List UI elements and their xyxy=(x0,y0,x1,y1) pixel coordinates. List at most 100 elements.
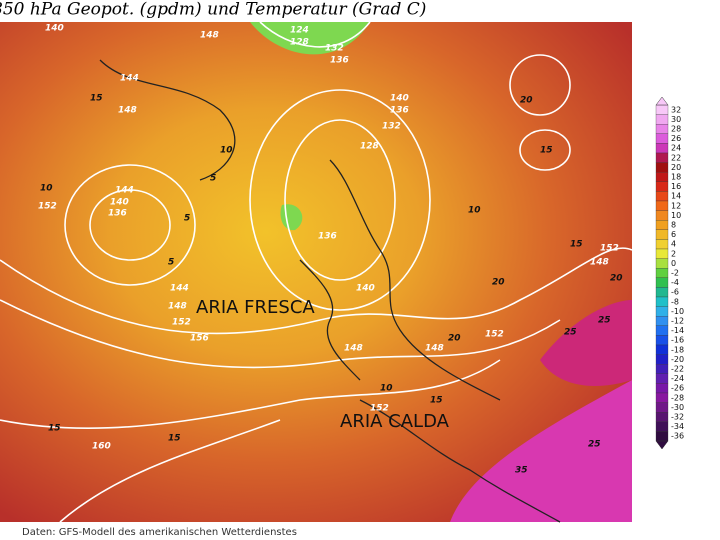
map-title: 850 hPa Geopot. (gpdm) und Temperatur (G… xyxy=(0,0,426,20)
colorbar-label: 20 xyxy=(671,163,681,172)
contour-label: 25 xyxy=(588,440,601,450)
colorbar-swatch xyxy=(655,316,669,326)
colorbar-swatch xyxy=(655,287,669,298)
colorbar-label: 2 xyxy=(671,249,676,258)
colorbar-swatch xyxy=(655,114,669,125)
colorbar-swatch xyxy=(655,402,669,413)
source-note: Daten: GFS-Modell des amerikanischen Wet… xyxy=(22,527,297,538)
contour-label: 15 xyxy=(540,146,553,156)
contour-label: 5 xyxy=(210,174,216,184)
contour-label: 15 xyxy=(430,396,443,406)
contour-label: 140 xyxy=(356,284,375,294)
colorbar-swatch xyxy=(655,421,669,432)
contour-label: 136 xyxy=(330,56,349,66)
colorbar-label: -6 xyxy=(671,288,679,297)
contour-label: 160 xyxy=(92,442,111,452)
colorbar-label: 22 xyxy=(671,153,681,162)
contour-label: 140 xyxy=(390,94,409,104)
colorbar-swatch xyxy=(655,143,669,154)
contour-label: 15 xyxy=(48,424,61,434)
colorbar-label: 28 xyxy=(671,125,681,134)
cold-area xyxy=(250,22,370,55)
colorbar-swatch xyxy=(655,220,669,230)
contour-label: 140 xyxy=(110,198,129,208)
contour-label: 148 xyxy=(344,344,363,354)
contour-label: 152 xyxy=(600,244,619,254)
contour-label: 15 xyxy=(90,94,103,104)
colorbar-label: 10 xyxy=(671,211,681,220)
contour-label: 140 xyxy=(45,24,64,34)
colorbar-swatch xyxy=(655,364,669,374)
colorbar-swatch xyxy=(655,152,669,163)
colorbar-swatch xyxy=(655,248,669,259)
contour-label: 152 xyxy=(38,202,57,212)
contour-label: 25 xyxy=(598,316,611,326)
colorbar-swatch xyxy=(655,354,669,365)
contour-label: 152 xyxy=(370,404,389,414)
isohypses xyxy=(0,21,633,523)
contour-label: 15 xyxy=(570,240,583,250)
contour-label: 152 xyxy=(172,318,191,328)
contour-label: 156 xyxy=(190,334,209,344)
colorbar-swatch xyxy=(655,162,669,173)
colorbar-swatch xyxy=(655,210,669,221)
contour-label: 148 xyxy=(168,302,187,312)
contour-label: 20 xyxy=(520,96,533,106)
colorbar-swatch xyxy=(655,191,669,202)
colorbar-label: 8 xyxy=(671,221,676,230)
colorbar-label: 30 xyxy=(671,115,681,124)
colorbar-swatch xyxy=(655,239,669,250)
contour-label: 5 xyxy=(168,258,174,268)
colorbar-label: 32 xyxy=(671,105,681,114)
colorbar-label: 6 xyxy=(671,230,676,239)
colorbar-swatch xyxy=(655,277,669,288)
colorbar-swatch xyxy=(655,306,669,317)
colorbar-swatch xyxy=(655,229,669,240)
contour-label: 20 xyxy=(492,278,505,288)
colorbar-label: -36 xyxy=(671,432,684,441)
colorbar-swatch xyxy=(655,104,669,115)
colorbar-label: -28 xyxy=(671,393,684,402)
contour-label: 136 xyxy=(318,232,337,242)
colorbar-label: -20 xyxy=(671,355,684,364)
colorbar-label: -18 xyxy=(671,345,684,354)
colorbar-swatch xyxy=(655,296,669,307)
contour-label: 144 xyxy=(120,74,139,84)
contour-label: 5 xyxy=(184,214,190,224)
colorbar-label: -16 xyxy=(671,336,684,345)
contour-label: 144 xyxy=(115,186,134,196)
colorbar-swatch xyxy=(655,268,669,278)
colorbar-label: -8 xyxy=(671,297,679,306)
colorbar-label: 14 xyxy=(671,192,681,201)
contour-label: 10 xyxy=(40,184,53,194)
contour-label: 10 xyxy=(468,206,481,216)
contour-label: 25 xyxy=(564,328,577,338)
colorbar-swatch xyxy=(655,373,669,384)
colorbar-label: 18 xyxy=(671,173,681,182)
colorbar-label: -24 xyxy=(671,374,684,383)
colorbar-swatch xyxy=(655,383,669,394)
colorbar-swatch xyxy=(655,258,669,269)
colorbar-label: -22 xyxy=(671,365,684,374)
colorbar-swatch xyxy=(655,124,669,134)
contour-label: 128 xyxy=(360,142,379,152)
colorbar-swatch xyxy=(655,392,669,403)
contour-label: 136 xyxy=(390,106,409,116)
coastlines xyxy=(99,59,561,523)
colorbar-label: -10 xyxy=(671,307,684,316)
colorbar-label: -14 xyxy=(671,326,684,335)
colorbar-label: -30 xyxy=(671,403,684,412)
contour-label: 10 xyxy=(220,146,233,156)
contour-label: 148 xyxy=(425,344,444,354)
colorbar-swatch xyxy=(655,133,669,144)
colorbar-label: -34 xyxy=(671,422,684,431)
colorbar-swatch xyxy=(655,431,669,442)
warm-area xyxy=(540,300,632,386)
colorbar-label: 26 xyxy=(671,134,681,143)
contour-label: 128 xyxy=(290,38,309,48)
contour-label: 148 xyxy=(590,258,609,268)
contour-label: 132 xyxy=(382,122,401,132)
colorbar-label: 12 xyxy=(671,201,681,210)
colorbar-swatch xyxy=(655,200,669,211)
